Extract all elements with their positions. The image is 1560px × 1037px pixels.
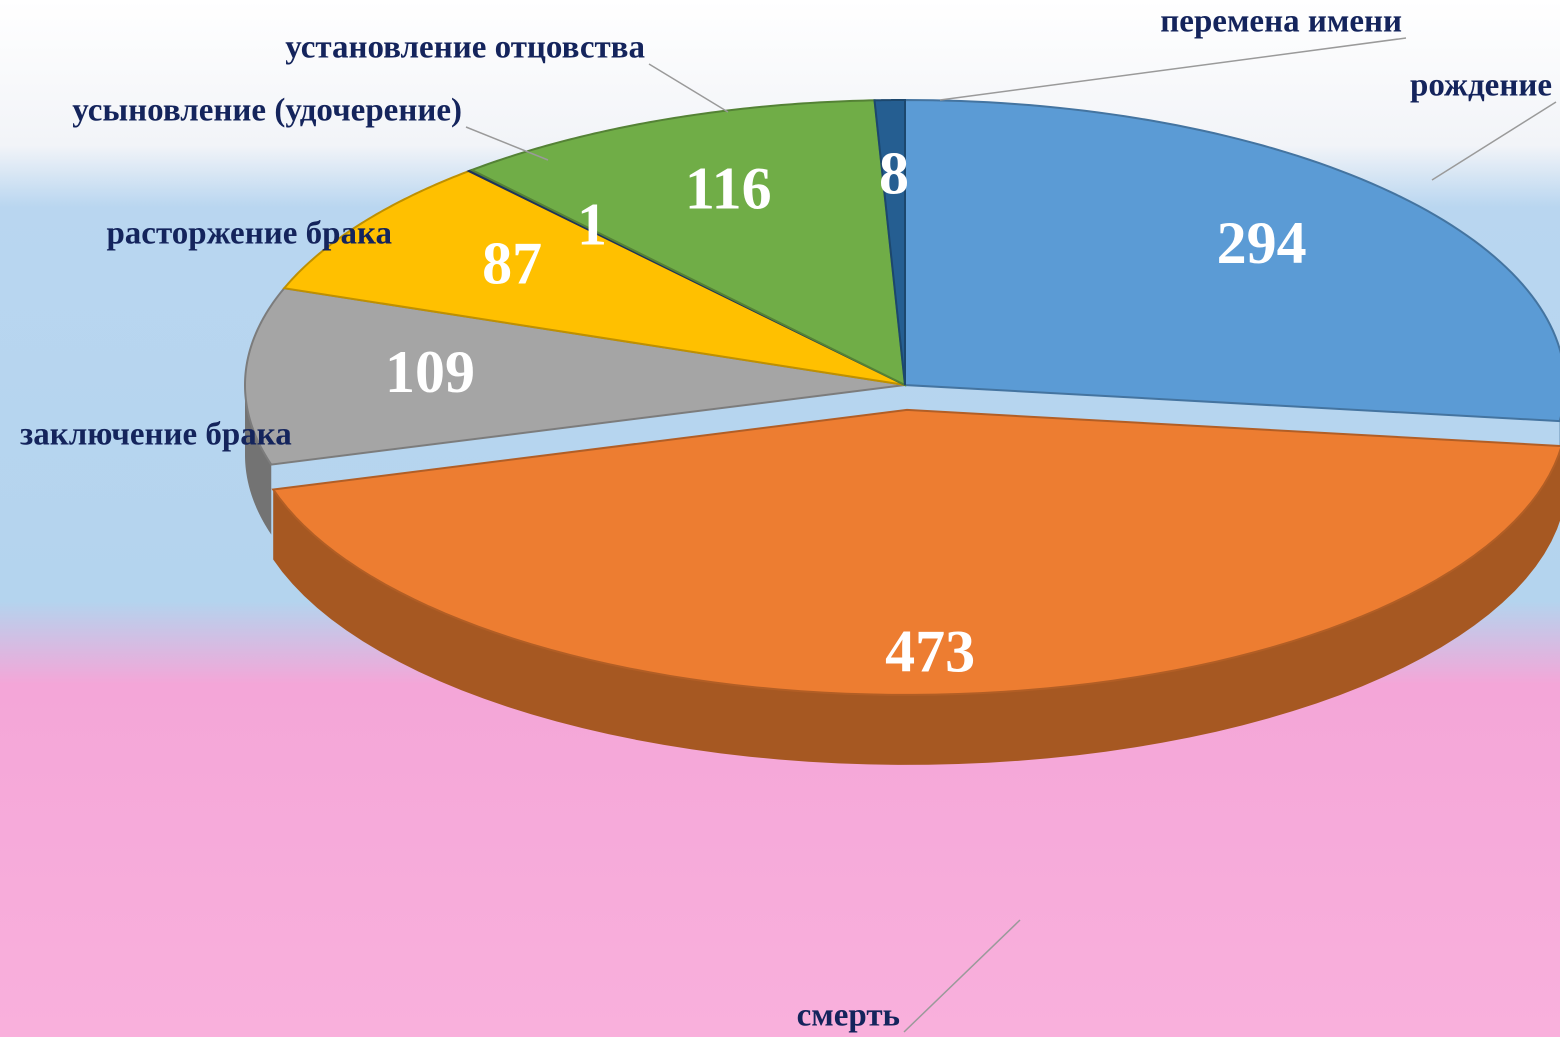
slice-side [273,450,1560,765]
slice [873,99,906,386]
slice [271,408,1560,696]
data-label: 109 [385,339,475,405]
slice [243,287,906,466]
data-label: 8 [879,141,909,207]
pie-tops [243,98,1560,696]
leader-line [465,126,549,161]
slice [282,169,906,386]
category-label: заключение брака [20,417,292,453]
data-label: 294 [1217,210,1307,276]
data-label: 1 [577,191,607,257]
leader-line [1431,101,1557,181]
leader-line [939,37,1407,101]
category-label: установление отцовства [285,30,645,66]
category-label: перемена имени [1160,4,1402,40]
category-label: смерть [797,998,900,1034]
leader-line [648,63,729,113]
category-label: усыновление (удочерение) [72,93,462,129]
data-label: 87 [482,230,542,296]
data-label: 473 [885,619,975,685]
data-label: 116 [685,155,772,221]
slice-side [245,385,272,535]
leader-line [903,919,1021,1033]
category-label: рождение [1410,68,1552,104]
slice [904,98,1560,423]
category-label: расторжение брака [106,216,392,252]
labels: 294 рождение 473 смерть 109 заключение брака 8… [20,4,1557,1034]
